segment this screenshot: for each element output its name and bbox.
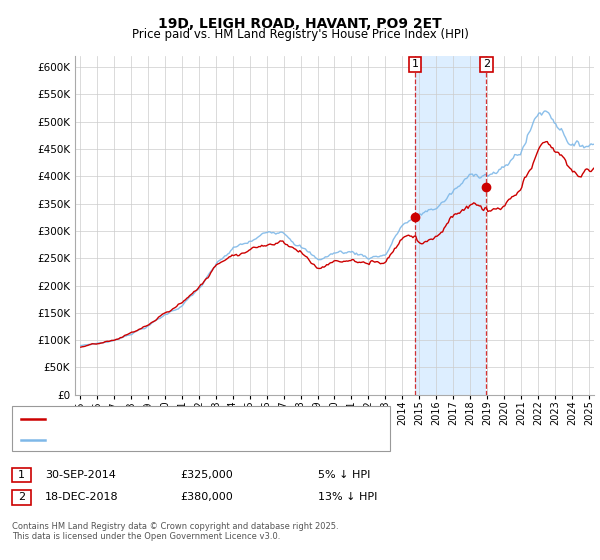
- Text: 5% ↓ HPI: 5% ↓ HPI: [318, 470, 370, 480]
- Text: 30-SEP-2014: 30-SEP-2014: [45, 470, 116, 480]
- Text: HPI: Average price, detached house, Havant: HPI: Average price, detached house, Hava…: [51, 435, 281, 445]
- Text: 19D, LEIGH ROAD, HAVANT, PO9 2ET (detached house): 19D, LEIGH ROAD, HAVANT, PO9 2ET (detach…: [51, 414, 337, 424]
- Text: Price paid vs. HM Land Registry's House Price Index (HPI): Price paid vs. HM Land Registry's House …: [131, 28, 469, 41]
- Text: 19D, LEIGH ROAD, HAVANT, PO9 2ET: 19D, LEIGH ROAD, HAVANT, PO9 2ET: [158, 17, 442, 31]
- Text: 1: 1: [412, 59, 419, 69]
- Text: 2: 2: [18, 492, 25, 502]
- Text: 18-DEC-2018: 18-DEC-2018: [45, 492, 119, 502]
- Text: £325,000: £325,000: [180, 470, 233, 480]
- Text: 1: 1: [18, 470, 25, 480]
- Text: 2: 2: [483, 59, 490, 69]
- Bar: [415, 56, 487, 395]
- Text: 13% ↓ HPI: 13% ↓ HPI: [318, 492, 377, 502]
- Text: £380,000: £380,000: [180, 492, 233, 502]
- Text: Contains HM Land Registry data © Crown copyright and database right 2025.
This d: Contains HM Land Registry data © Crown c…: [12, 522, 338, 542]
